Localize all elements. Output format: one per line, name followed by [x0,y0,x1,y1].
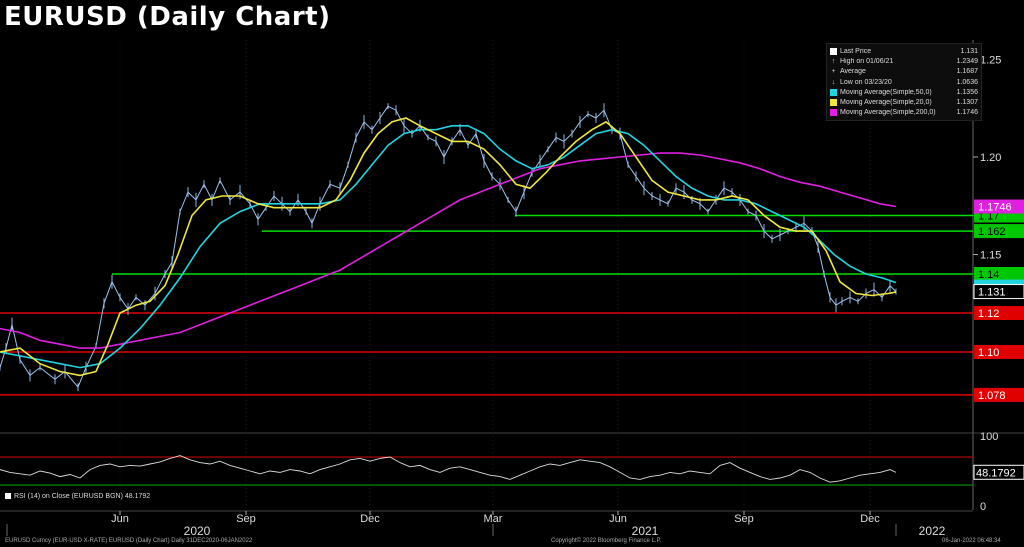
legend-label: Average [840,68,866,76]
legend-item: Last Price 1.131 [830,46,978,56]
level-tag-label: 1.12 [978,308,999,320]
legend-item: ↓ Low on 03/23/20 1.0636 [830,77,978,87]
rsi-line [0,455,897,483]
level-tag-box [974,267,1024,281]
legend: Last Price 1.131 ↑ High on 01/06/21 1.2349 + A… [826,43,982,122]
page-title: EURUSD (Daily Chart) [4,2,331,32]
legend-swatch: + [831,68,836,76]
footer-left: EURUSD Curncy (EUR-USD X-RATE) EURUSD (D… [5,538,253,544]
legend-label: Last Price [840,47,872,55]
legend-value: 1.2349 [956,57,978,65]
x-month-label: Dec [860,513,880,525]
legend-swatch [830,99,837,107]
y-tick-label: 1.25 [980,55,1001,67]
legend-label: High on 01/06/21 [840,57,894,65]
level-tag-box [974,345,1024,359]
x-month-label: Sep [236,513,256,525]
legend-item: Moving Average(Simple,50,0) 1.1356 [830,87,978,97]
legend-value: 1.1356 [956,88,978,96]
rsi-last-tag-box [973,464,1024,480]
footer-center: Copyright© 2022 Bloomberg Finance L.P. [551,538,662,544]
legend-value: 1.1307 [956,99,978,107]
rsi-label-text: RSI (14) on Close (EURUSD BGN) 48.1792 [14,493,151,500]
legend-swatch [830,109,837,117]
legend-value: 1.0636 [956,78,978,86]
legend-label: Moving Average(Simple,200,0) [840,109,936,117]
y-tick-label: 1.20 [980,152,1001,164]
x-month-label: Sep [734,513,754,525]
ma50-line [0,125,897,369]
rsi-tick-label: 100 [980,431,998,443]
ma200-tag-box [974,199,1024,214]
x-month-label: Mar [484,513,503,525]
legend-label: Low on 03/23/20 [840,78,892,86]
level-tag-label: 1.162 [978,226,1006,238]
price-bars [0,103,897,392]
legend-item: + Average 1.1687 [830,67,978,77]
legend-label: Moving Average(Simple,20,0) [840,99,932,107]
footer-right: 06-Jan-2022 06:48:34 [942,538,1001,544]
legend-swatch: ↑ [831,57,836,65]
ma200-line [0,152,897,349]
last-price-tag-box [973,284,1024,300]
level-tag-label: 1.10 [978,347,999,359]
price-line [0,105,897,389]
ma50-tag-box [974,279,1024,285]
x-year-label: 2022 [919,524,946,538]
level-tag-box [974,224,1024,239]
x-month-label: Dec [360,513,380,525]
rsi-tick-label: 0 [980,501,986,513]
legend-label: Moving Average(Simple,50,0) [840,88,932,96]
rsi-label: RSI (14) on Close (EURUSD BGN) 48.1792 [5,493,150,500]
x-month-label: Jun [111,513,129,525]
legend-swatch: ↓ [831,78,836,86]
x-year-label: 2020 [184,524,211,538]
legend-value: 1.1687 [956,68,978,76]
legend-swatch [830,88,837,96]
legend-item: Moving Average(Simple,20,0) 1.1307 [830,97,978,107]
y-tick-label: 1.15 [980,250,1001,262]
legend-item: ↑ High on 01/06/21 1.2349 [830,56,978,66]
level-tag-box [974,306,1024,320]
ma200-tag-label: 1.1746 [978,202,1012,214]
legend-item: Moving Average(Simple,200,0) 1.1746 [830,108,978,118]
ma20-line [0,117,897,377]
rsi-legend-swatch [5,493,11,500]
x-year-label: 2021 [632,524,659,538]
level-tag-box [974,387,1024,402]
x-month-label: Jun [609,513,627,525]
legend-swatch [830,47,837,55]
legend-value: 1.1746 [956,109,978,117]
level-tag-label: 1.078 [978,390,1006,402]
level-tag-label: 1.14 [978,269,999,281]
legend-value: 1.131 [960,47,978,55]
last-price-tag-label: 1.131 [978,287,1006,299]
rsi-last-tag-label: 48.1792 [976,467,1016,479]
